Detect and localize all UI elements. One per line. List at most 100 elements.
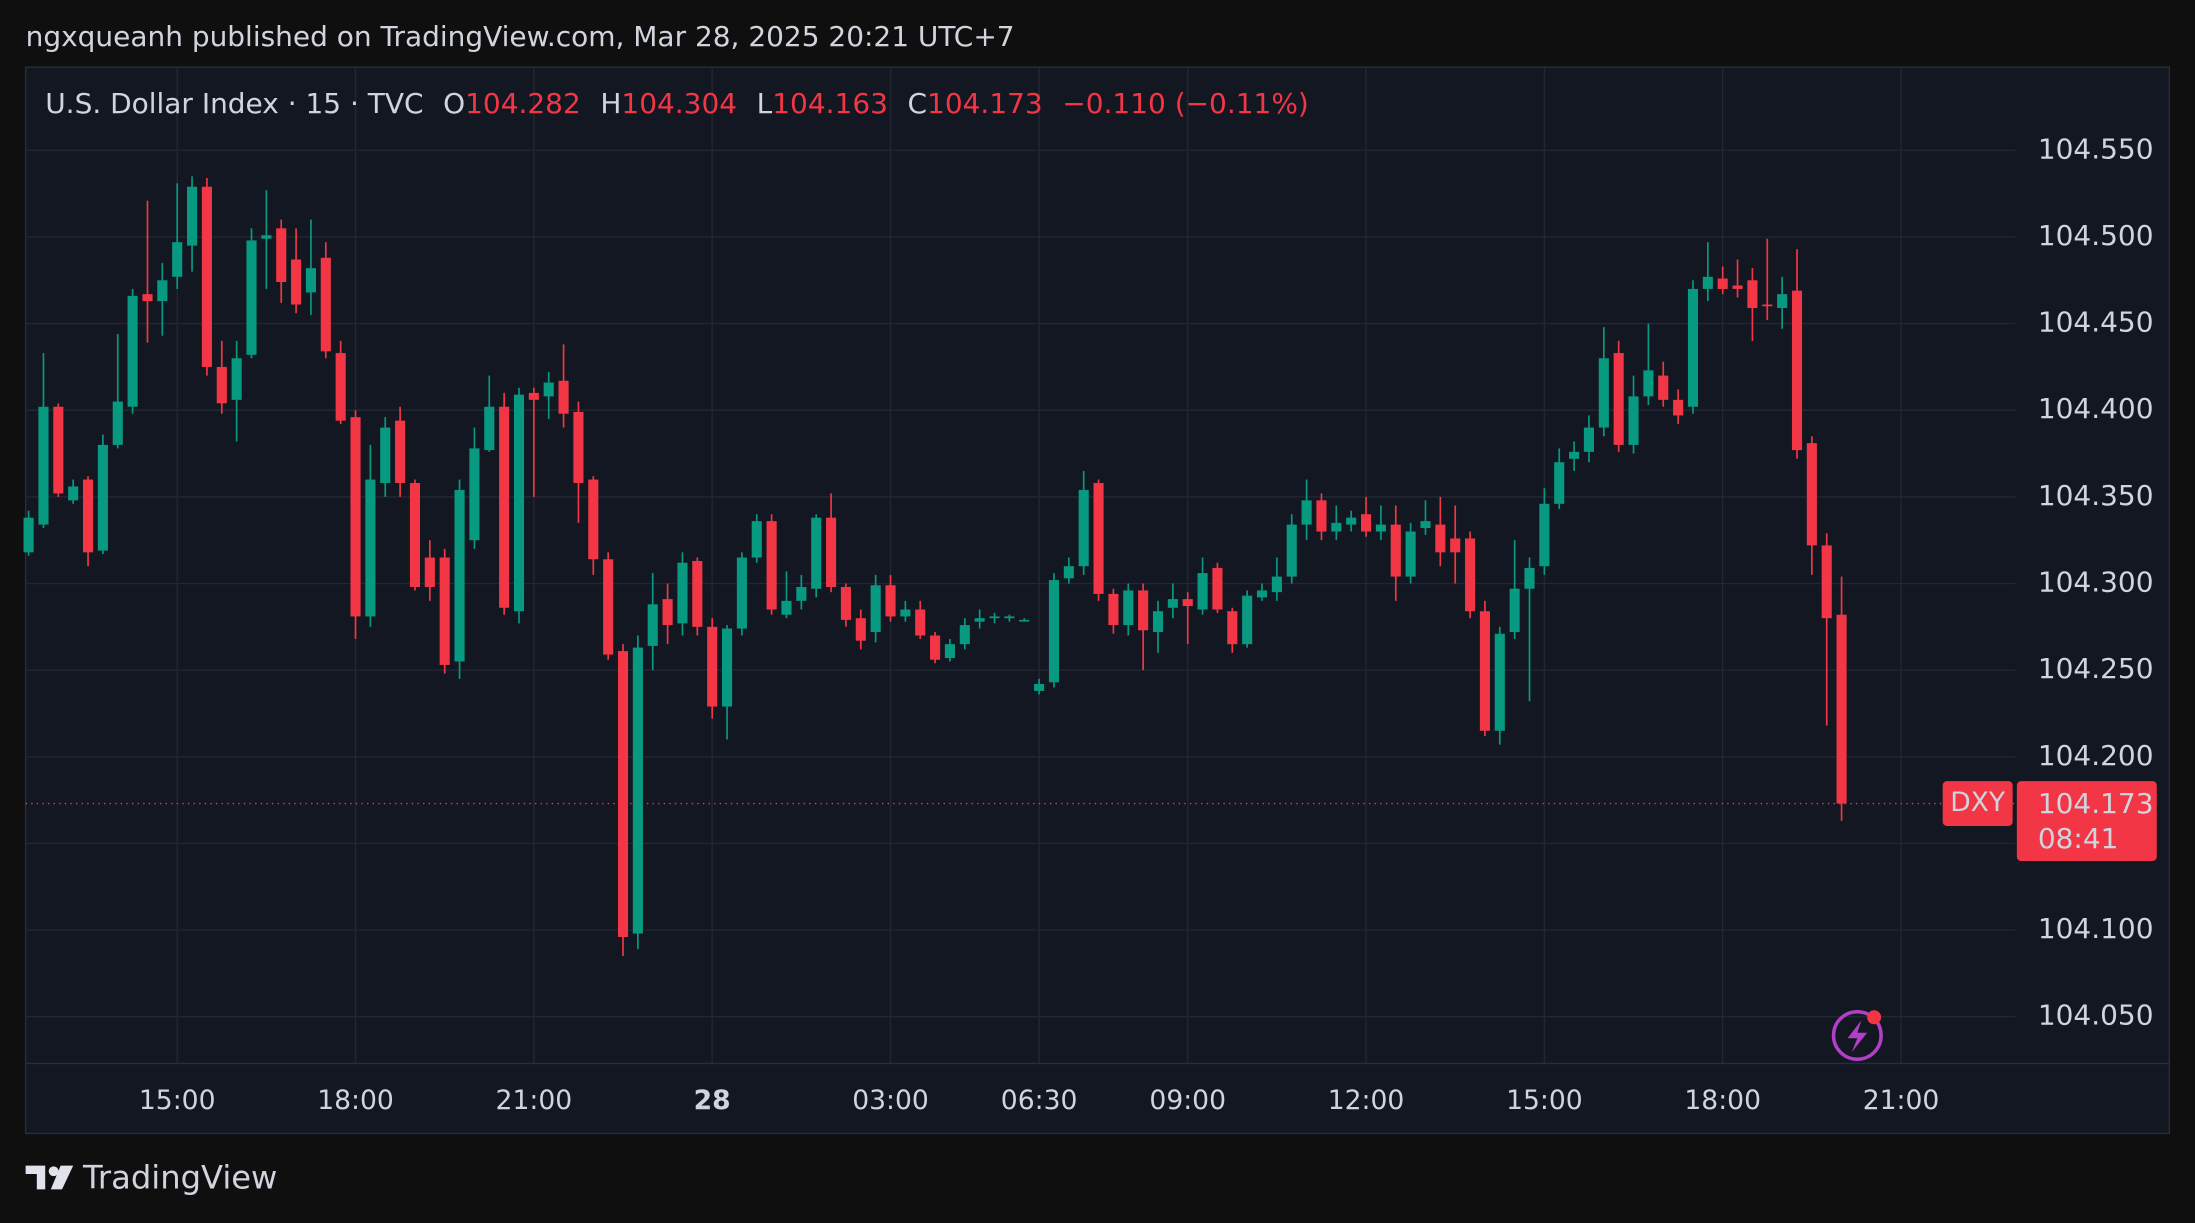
candle-body — [127, 295, 138, 407]
candle-body — [796, 586, 807, 601]
candle-body — [513, 394, 525, 612]
candle-body — [1598, 358, 1609, 428]
candle-body — [172, 242, 183, 277]
candle-body — [558, 380, 569, 414]
alert-bolt — [1847, 1020, 1868, 1053]
candle-body — [1360, 514, 1372, 532]
y-tick-label: 104.500 — [2038, 219, 2154, 252]
candle-body — [632, 647, 643, 934]
candle-body — [380, 427, 391, 484]
candle-body — [1494, 633, 1505, 731]
candle-body — [543, 382, 554, 397]
candle-body — [350, 417, 361, 617]
candle-body — [1687, 288, 1699, 407]
x-tick-label: 15:00 — [1506, 1085, 1583, 1116]
x-tick-label: 03:00 — [852, 1085, 929, 1116]
candle-body — [1732, 285, 1743, 289]
candle-body — [1836, 614, 1847, 804]
candle-body — [320, 257, 331, 352]
legend: U.S. Dollar Index · 15 · TVC O104.282 H104… — [45, 87, 1309, 120]
candle-body — [1286, 524, 1297, 577]
y-tick-label: 104.300 — [2038, 566, 2154, 599]
candle-body — [617, 651, 629, 937]
candle-body — [291, 259, 302, 305]
x-tick-label: 12:00 — [1328, 1085, 1405, 1116]
y-tick-label: 104.350 — [2038, 479, 2154, 512]
candle-body — [261, 235, 272, 239]
candle-body — [781, 600, 792, 615]
candle-body — [677, 562, 688, 624]
y-tick-label: 104.450 — [2038, 306, 2154, 339]
candle-body — [365, 479, 376, 617]
candle-body — [766, 521, 777, 610]
candle-body — [692, 560, 703, 627]
candle-body — [662, 599, 673, 626]
symbol-badge — [1942, 781, 2013, 826]
candle-body — [1227, 611, 1238, 645]
candle-body — [1019, 619, 1030, 622]
candle-body — [469, 448, 480, 541]
candle-body — [112, 401, 123, 445]
candle-body — [603, 559, 614, 655]
y-tick-label: 104.050 — [2038, 999, 2154, 1032]
candle-body — [974, 618, 985, 622]
candle-body — [499, 406, 510, 608]
candle-body — [1108, 593, 1119, 626]
legend-ohlc-label: H — [600, 87, 621, 120]
candle-body — [1301, 500, 1312, 525]
legend-change: −0.110 (−0.11%) — [1062, 87, 1309, 120]
candle-body — [409, 483, 421, 587]
candle-body — [930, 635, 941, 660]
candle-body — [305, 268, 317, 293]
candle-body — [1628, 396, 1639, 445]
candle-body — [53, 406, 64, 494]
candle-body — [97, 444, 108, 551]
candle-body — [1212, 567, 1223, 610]
x-tick-label: 21:00 — [1863, 1085, 1940, 1116]
candle-body — [439, 557, 450, 665]
candle-body — [1242, 595, 1253, 645]
legend-ohlc-label: C — [908, 87, 928, 120]
candle-body — [246, 240, 257, 355]
candle-body — [216, 366, 227, 404]
candle-body — [1747, 280, 1758, 309]
candle-body — [1717, 278, 1728, 289]
x-tick-label: 18:00 — [1684, 1085, 1761, 1116]
candle-body — [1479, 611, 1490, 731]
candle-body — [855, 618, 866, 641]
y-tick-label: 104.100 — [2038, 912, 2154, 945]
candle-body — [528, 392, 539, 400]
candle-body — [1197, 573, 1208, 610]
plot-area: 104.050 104.100 104.200 104.250 104.300 104.3… — [23, 67, 2170, 1116]
candle-body — [840, 586, 851, 620]
candle-body — [1390, 524, 1401, 577]
candle-body — [1034, 684, 1045, 691]
logo-mark — [25, 1165, 46, 1190]
candle-body — [870, 585, 881, 633]
candle-body — [1167, 599, 1178, 608]
x-tick-label: 09:00 — [1149, 1085, 1226, 1116]
candle-body — [1613, 353, 1624, 445]
candle-body — [1465, 538, 1476, 612]
candle-body — [38, 406, 49, 525]
candle-body — [1539, 503, 1550, 567]
candle-body — [1093, 483, 1104, 594]
candle-body — [1702, 276, 1713, 289]
candle-body — [1791, 290, 1803, 451]
candle-body — [736, 557, 747, 629]
candle-body — [1375, 524, 1386, 532]
candle-body — [231, 358, 242, 400]
candle-body — [1524, 567, 1535, 589]
candle-body — [1063, 566, 1074, 579]
candle-body — [1048, 580, 1060, 683]
alert-dot — [1867, 1010, 1882, 1025]
x-tick-label: 21:00 — [496, 1085, 573, 1116]
alert-icon[interactable] — [1831, 1009, 1883, 1062]
candle-body — [201, 186, 212, 367]
candle-body — [1182, 599, 1193, 607]
y-tick-label: 104.550 — [2038, 132, 2154, 165]
candle-body — [1271, 576, 1282, 593]
legend-ohlc-label: L — [757, 87, 773, 120]
